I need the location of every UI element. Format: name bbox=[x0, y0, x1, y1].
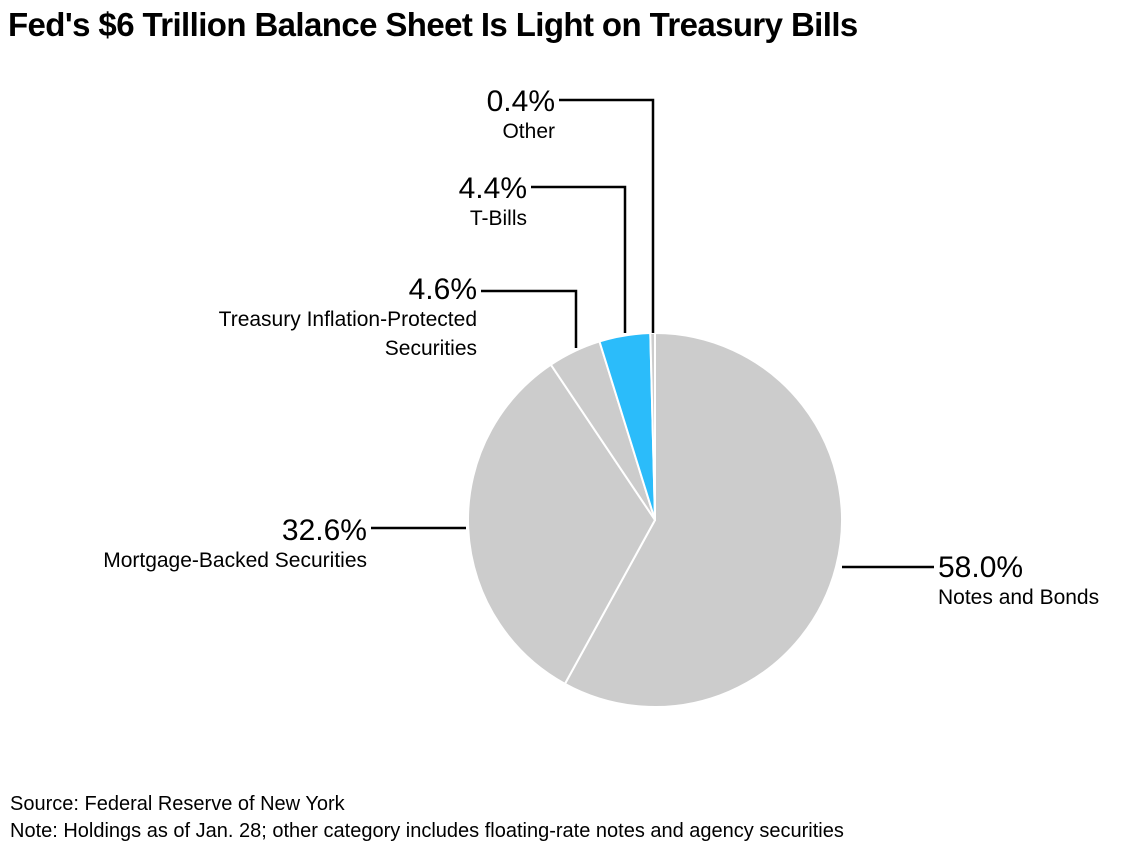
pie-slice-other bbox=[649, 332, 656, 521]
category-label-t-bills: T-Bills bbox=[470, 207, 527, 230]
category-label-notes-and-bonds: Notes and Bonds bbox=[938, 586, 1099, 609]
pie-slices bbox=[467, 332, 843, 708]
leader-lines bbox=[371, 98, 934, 569]
leader-line-other bbox=[559, 98, 655, 333]
value-label-notes-and-bonds: 58.0% bbox=[938, 551, 1023, 584]
category-label-mbs: Mortgage-Backed Securities bbox=[103, 549, 367, 572]
value-label-mbs: 32.6% bbox=[282, 514, 367, 547]
pie-slice-mbs bbox=[467, 363, 656, 685]
category-label-tips: Securities bbox=[385, 337, 477, 360]
slice-labels: 58.0%Notes and Bonds 32.6%Mortgage-Backed… bbox=[103, 85, 1099, 609]
pie-slice-notes-and-bonds bbox=[563, 332, 843, 708]
value-label-t-bills: 4.4% bbox=[459, 172, 527, 205]
value-label-tips: 4.6% bbox=[409, 273, 477, 306]
chart-title: Fed's $6 Trillion Balance Sheet Is Light… bbox=[8, 6, 858, 43]
value-label-other: 0.4% bbox=[487, 85, 555, 118]
source-note: Source: Federal Reserve of New York bbox=[10, 793, 345, 815]
leader-line-t-bills bbox=[531, 185, 627, 333]
pie-chart: 58.0%Notes and Bonds 32.6%Mortgage-Backed… bbox=[103, 85, 1099, 708]
category-label-tips: Treasury Inflation-Protected bbox=[219, 308, 477, 331]
footnote: Note: Holdings as of Jan. 28; other cate… bbox=[10, 820, 844, 842]
category-label-other: Other bbox=[502, 120, 555, 143]
leader-line-tips bbox=[481, 289, 578, 348]
